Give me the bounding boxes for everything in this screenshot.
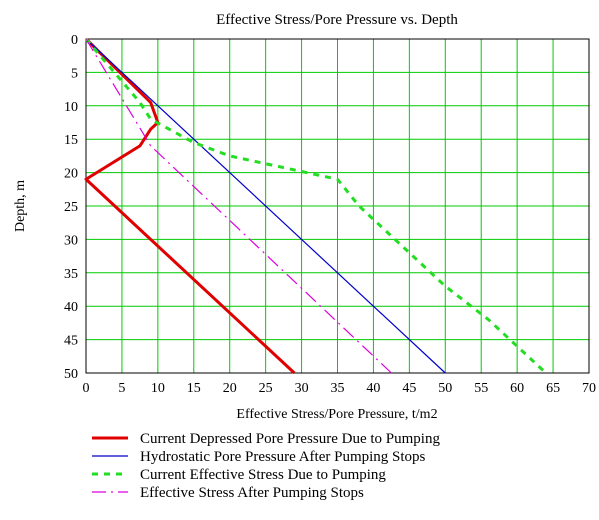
series-line-1 xyxy=(84,37,296,375)
x-tick-label: 20 xyxy=(223,381,237,396)
legend-label-4: Effective Stress After Pumping Stops xyxy=(140,485,364,501)
x-tick-label: 45 xyxy=(402,381,416,396)
x-tick-label: 5 xyxy=(118,381,125,396)
y-tick-label: 10 xyxy=(64,100,78,115)
y-tick-label: 35 xyxy=(64,267,78,282)
y-tick-label: 50 xyxy=(64,367,78,382)
series-line-3 xyxy=(84,38,547,375)
y-tick-labels: 0 5 10 15 20 25 30 35 40 45 50 xyxy=(64,33,78,382)
x-axis-label: Effective Stress/Pore Pressure, t/m2 xyxy=(236,407,437,422)
x-tick-label: 15 xyxy=(187,381,201,396)
y-tick-label: 30 xyxy=(64,233,78,248)
legend: Current Depressed Pore Pressure Due to P… xyxy=(92,431,440,501)
x-tick-label: 30 xyxy=(295,381,309,396)
grid xyxy=(85,38,590,374)
y-tick-label: 15 xyxy=(64,133,78,148)
x-tick-label: 65 xyxy=(546,381,560,396)
x-tick-label: 60 xyxy=(510,381,524,396)
legend-label-3: Current Effective Stress Due to Pumping xyxy=(140,467,386,483)
chart-title: Effective Stress/Pore Pressure vs. Depth xyxy=(216,12,458,28)
series-line-4 xyxy=(85,38,392,374)
series-layer xyxy=(84,37,547,375)
y-tick-label: 40 xyxy=(64,300,78,315)
plot-frame xyxy=(85,38,590,374)
x-tick-label: 0 xyxy=(83,381,90,396)
x-tick-label: 25 xyxy=(259,381,273,396)
y-tick-label: 25 xyxy=(64,200,78,215)
x-tick-labels: 0 5 10 15 20 25 30 35 40 45 50 55 60 65 70 xyxy=(83,381,597,396)
y-axis-label: Depth, m xyxy=(13,180,28,232)
x-tick-label: 35 xyxy=(331,381,345,396)
x-tick-label: 50 xyxy=(438,381,452,396)
y-tick-label: 5 xyxy=(71,66,78,81)
legend-label-2: Hydrostatic Pore Pressure After Pumping … xyxy=(140,449,426,465)
y-tick-label: 45 xyxy=(64,334,78,349)
x-tick-label: 55 xyxy=(474,381,488,396)
legend-label-1: Current Depressed Pore Pressure Due to P… xyxy=(140,431,440,447)
x-tick-label: 70 xyxy=(582,381,596,396)
y-tick-label: 20 xyxy=(64,167,78,182)
x-tick-label: 40 xyxy=(366,381,380,396)
y-tick-label: 0 xyxy=(71,33,78,48)
series-line-2 xyxy=(85,38,446,374)
x-tick-label: 10 xyxy=(151,381,165,396)
